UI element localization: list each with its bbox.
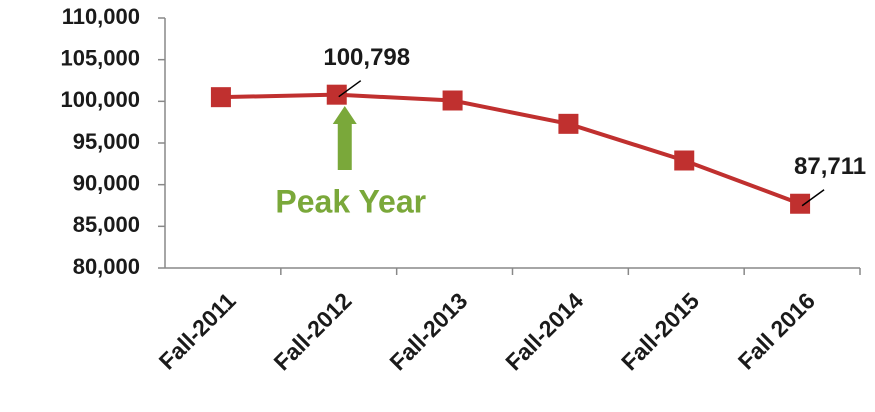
y-tick-label: 100,000 xyxy=(60,87,140,112)
data-label: 100,798 xyxy=(323,44,410,71)
x-tick-label: Fall-2015 xyxy=(616,287,704,375)
y-tick-label: 110,000 xyxy=(62,4,140,29)
y-tick-label: 90,000 xyxy=(73,170,140,195)
point-marker xyxy=(326,84,347,105)
data-label: 87,711 xyxy=(794,153,866,180)
x-tick-label: Fall-2012 xyxy=(269,287,357,375)
x-tick-label: Fall 2016 xyxy=(733,287,820,374)
point-marker xyxy=(790,193,811,214)
x-tick-label: Fall-2014 xyxy=(500,287,588,375)
y-tick-label: 105,000 xyxy=(60,45,140,70)
y-tick-label: 80,000 xyxy=(73,254,140,279)
point-marker xyxy=(210,87,231,108)
point-marker xyxy=(674,150,695,171)
x-tick-label: Fall-2011 xyxy=(154,287,241,374)
annotation-text: Peak Year xyxy=(275,183,426,219)
x-tick-label: Fall-2013 xyxy=(384,287,472,375)
series-line xyxy=(220,92,801,206)
y-tick-label: 85,000 xyxy=(73,212,140,237)
point-marker xyxy=(442,90,463,111)
label-leader xyxy=(801,189,825,207)
label-leader xyxy=(338,80,362,98)
y-tick-label: 95,000 xyxy=(73,129,140,154)
annotation-arrow xyxy=(332,106,357,170)
point-marker xyxy=(558,113,579,134)
